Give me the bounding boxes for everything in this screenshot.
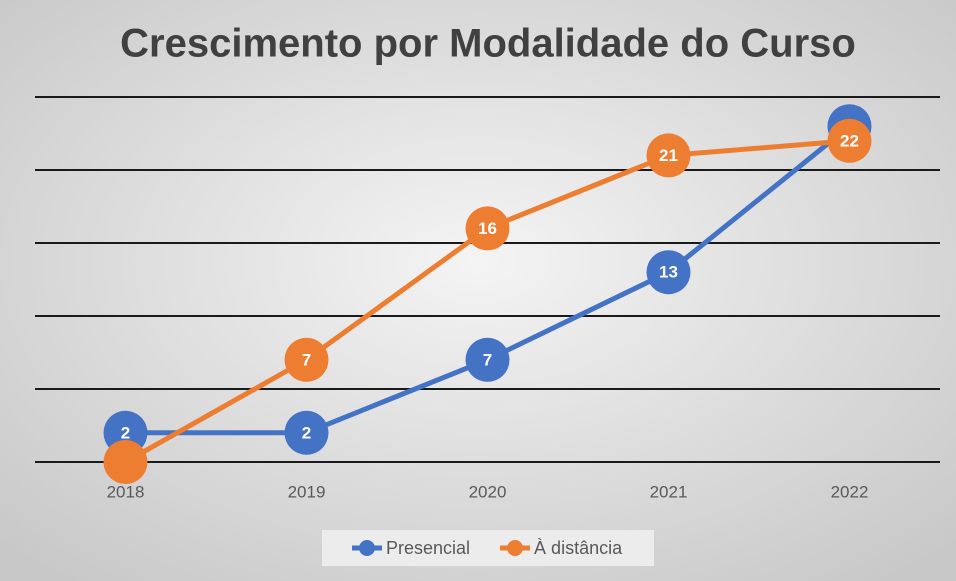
data-point: [646, 250, 691, 295]
data-label: 2: [121, 423, 130, 442]
data-label: 13: [659, 263, 678, 282]
data-label: 16: [478, 219, 497, 238]
x-tick-label: 2018: [107, 482, 145, 501]
data-point: [103, 440, 148, 484]
legend-label: À distância: [534, 538, 623, 558]
legend-marker: [507, 540, 524, 556]
data-label: 7: [302, 350, 311, 369]
x-tick-label: 2021: [650, 482, 688, 501]
data-point: [646, 133, 691, 178]
data-point: [465, 206, 510, 251]
data-point: [284, 410, 329, 455]
legend-marker: [359, 540, 375, 556]
data-point: [284, 337, 329, 382]
data-label: 7: [483, 350, 492, 369]
data-point: [465, 337, 510, 382]
data-label: 2: [302, 423, 311, 442]
x-tick-label: 2019: [288, 482, 326, 501]
chart-title: Crescimento por Modalidade do Curso: [120, 22, 856, 66]
data-label: 21: [659, 146, 678, 165]
x-tick-label: 2022: [831, 482, 869, 501]
legend-label: Presencial: [386, 538, 470, 558]
data-label: 22: [840, 131, 859, 150]
data-point: [827, 118, 872, 163]
x-tick-label: 2020: [469, 482, 507, 501]
